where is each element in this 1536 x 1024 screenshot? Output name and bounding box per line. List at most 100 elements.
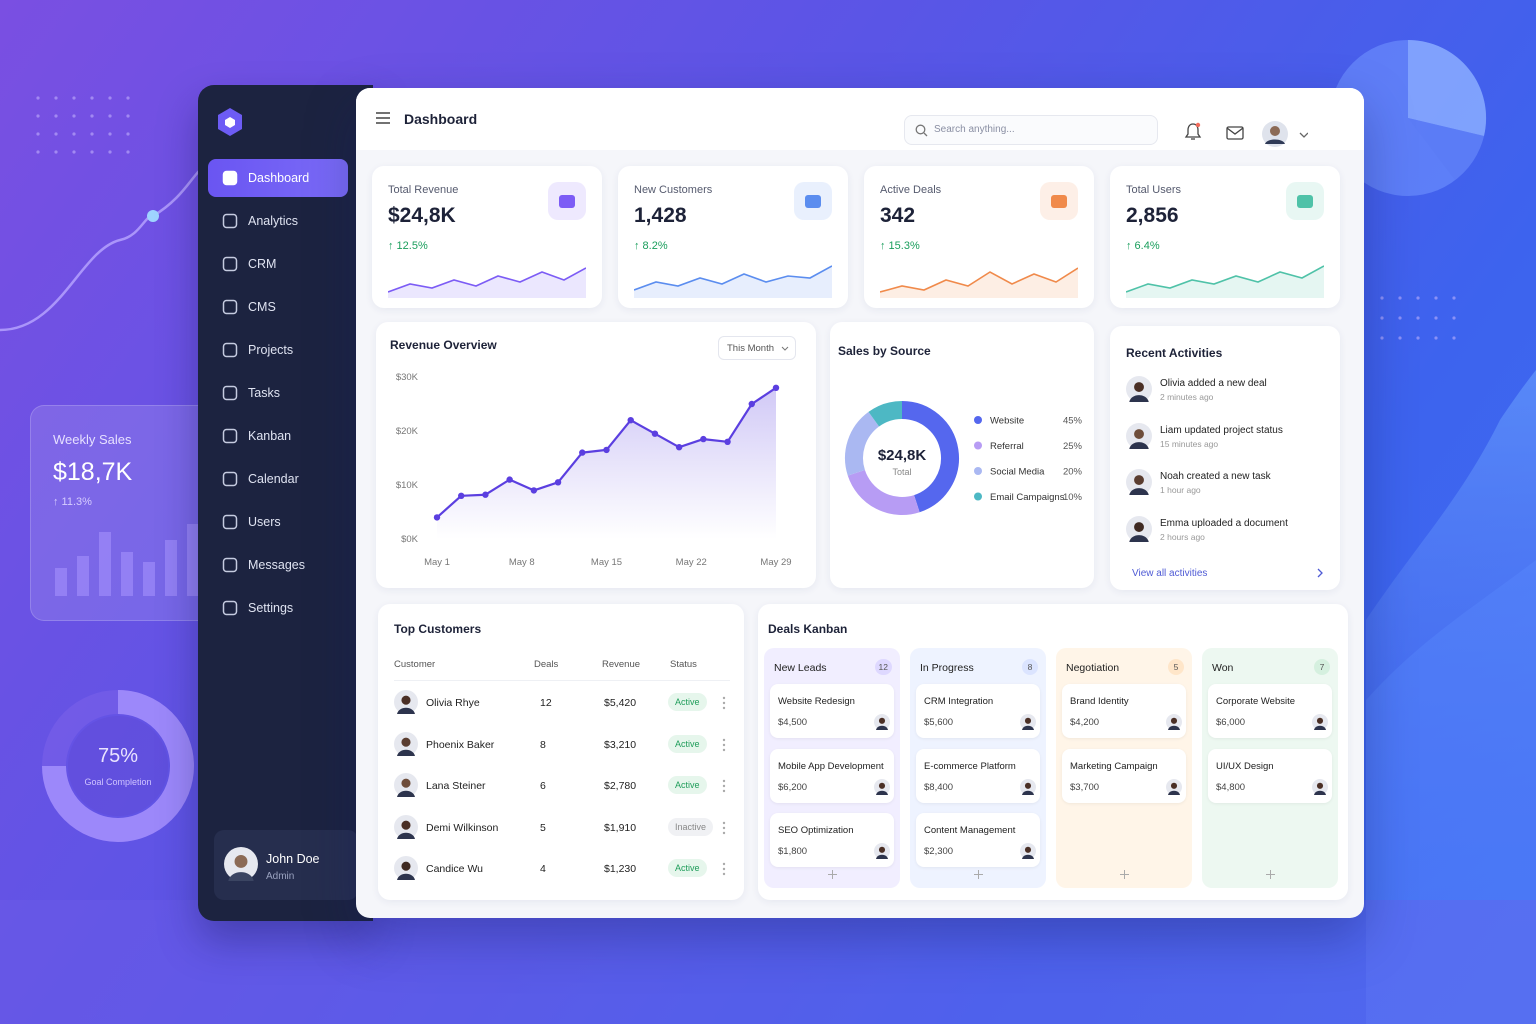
avatar-head (401, 695, 411, 705)
avatar (394, 773, 418, 797)
activities-title: Recent Activities (1126, 346, 1223, 360)
avatar-head (878, 782, 886, 789)
notifications-icon[interactable] (1184, 122, 1202, 142)
menu-icon[interactable] (376, 112, 390, 124)
legend-label: Referral (990, 441, 1024, 452)
nav-item[interactable]: CRM (208, 245, 348, 283)
deal-amount: $3,700 (1070, 781, 1100, 793)
deal-card[interactable]: E-commerce Platform $8,400 (916, 748, 1040, 803)
avatar-body (1314, 790, 1326, 795)
nav-item[interactable]: Settings (208, 589, 348, 627)
deal-card[interactable]: SEO Optimization $1,800 (770, 813, 894, 867)
kpi-icon (548, 182, 586, 220)
column-count: 12 (874, 659, 892, 675)
nav-icon-shape (222, 213, 238, 229)
x-tick-label: May 8 (509, 557, 535, 568)
deal-card[interactable]: UI/UX Design $4,800 (1208, 748, 1332, 803)
nav-label: Kanban (248, 429, 292, 443)
activity-time: 15 minutes ago (1160, 438, 1219, 449)
avatar-head (1134, 428, 1144, 439)
menu-dot (722, 826, 726, 829)
kpi-label: Active Deals (880, 184, 942, 196)
deal-title: Corporate Website (1216, 696, 1296, 707)
deal-card[interactable]: Marketing Campaign $3,700 (1062, 748, 1186, 803)
donut-segment (845, 411, 880, 476)
table-divider (394, 680, 730, 681)
nav-item[interactable]: Kanban (208, 417, 348, 455)
kanban-column: Won 7 Corporate Website $6,000 UI/UX Design $… (1202, 648, 1338, 888)
nav-label: CRM (248, 257, 277, 271)
kpi-icon-fill (559, 195, 575, 208)
avatar-body (1022, 854, 1034, 859)
data-point (724, 438, 731, 445)
legend-value: 20% (1063, 467, 1083, 478)
legend-dot (974, 416, 982, 424)
menu-dot (722, 784, 726, 788)
nav-icon-shape (222, 471, 238, 487)
nav-item[interactable]: Analytics (208, 202, 348, 240)
avatar-head (1134, 475, 1144, 485)
user-card[interactable]: John Doe Admin (214, 830, 358, 900)
avatar-body (1022, 725, 1034, 730)
chart-title: Revenue Overview (390, 338, 497, 352)
kpi-card: Active Deals 342 ↑ 15.3% (864, 166, 1094, 308)
messages-icon[interactable] (1226, 126, 1244, 140)
avatar-head (1024, 846, 1032, 853)
table-header: Deals (534, 659, 559, 670)
deal-card[interactable]: Website Redesign $4,500 (770, 684, 894, 738)
deal-amount: $8,400 (924, 781, 954, 793)
chevron (781, 346, 789, 351)
customer-name: Candice Wu (426, 863, 484, 875)
kpi-icon-fill (805, 195, 821, 208)
deal-title: CRM Integration (924, 696, 994, 707)
avatar-head (401, 778, 411, 788)
avatar-body (1129, 534, 1149, 542)
sales-card: Sales by Source Website 45% Referral 25% Soci… (830, 322, 1094, 588)
kpi-icon (1040, 182, 1078, 220)
chevron-right (1317, 568, 1323, 578)
nav-item[interactable]: CMS (208, 288, 348, 326)
y-tick-label: $0K (401, 534, 419, 545)
activities-link[interactable]: View all activities (1132, 568, 1208, 579)
legend-dot (974, 441, 982, 450)
nav-item[interactable]: Tasks (208, 374, 348, 412)
kpi-sparkline (1126, 265, 1324, 298)
weekly-sales-card: Weekly Sales $18,7K ↑ 11.3% (30, 405, 230, 621)
nav-item[interactable]: Projects (208, 331, 348, 369)
nav-item[interactable]: Users (208, 503, 348, 541)
menu-dot (722, 831, 726, 834)
deal-card[interactable]: Corporate Website $6,000 (1208, 684, 1332, 738)
deal-card[interactable]: Brand Identity $4,200 (1062, 684, 1186, 738)
column-count: 8 (1022, 659, 1038, 675)
avatar-head (1024, 717, 1032, 724)
profile-menu[interactable] (1262, 120, 1308, 150)
nav-icon (222, 557, 238, 573)
nav-item[interactable]: Calendar (208, 460, 348, 498)
chart-title: Sales by Source (838, 344, 931, 358)
deal-card[interactable]: CRM Integration $5,600 (916, 684, 1040, 738)
deal-amount: $4,800 (1216, 781, 1246, 793)
add-card-button (1120, 870, 1129, 879)
status-pill: Active (668, 776, 707, 794)
period-dropdown[interactable]: This Month (718, 336, 796, 360)
avatar (394, 814, 418, 839)
kpi-card: Total Users 2,856 ↑ 6.4% (1110, 166, 1340, 308)
kpi-value: 2,856 (1126, 204, 1179, 227)
nav-icon (222, 428, 238, 444)
activity-text: Emma uploaded a document (1160, 517, 1288, 529)
avatar (394, 690, 418, 714)
avatar-head (1170, 782, 1178, 789)
nav-label: Settings (248, 601, 294, 615)
plus (1120, 870, 1129, 879)
search-box[interactable]: Search anything... (904, 115, 1158, 145)
deal-card[interactable]: Mobile App Development $6,200 (770, 748, 894, 803)
legend-label: Social Media (990, 467, 1045, 478)
column-name: In Progress (920, 662, 974, 674)
deal-card[interactable]: Content Management $2,300 (916, 813, 1040, 867)
nav-item[interactable]: Dashboard (208, 159, 348, 197)
nav-item[interactable]: Messages (208, 546, 348, 584)
data-point (627, 417, 634, 424)
avatar-body (1129, 441, 1149, 449)
activity-time: 2 minutes ago (1160, 392, 1214, 402)
